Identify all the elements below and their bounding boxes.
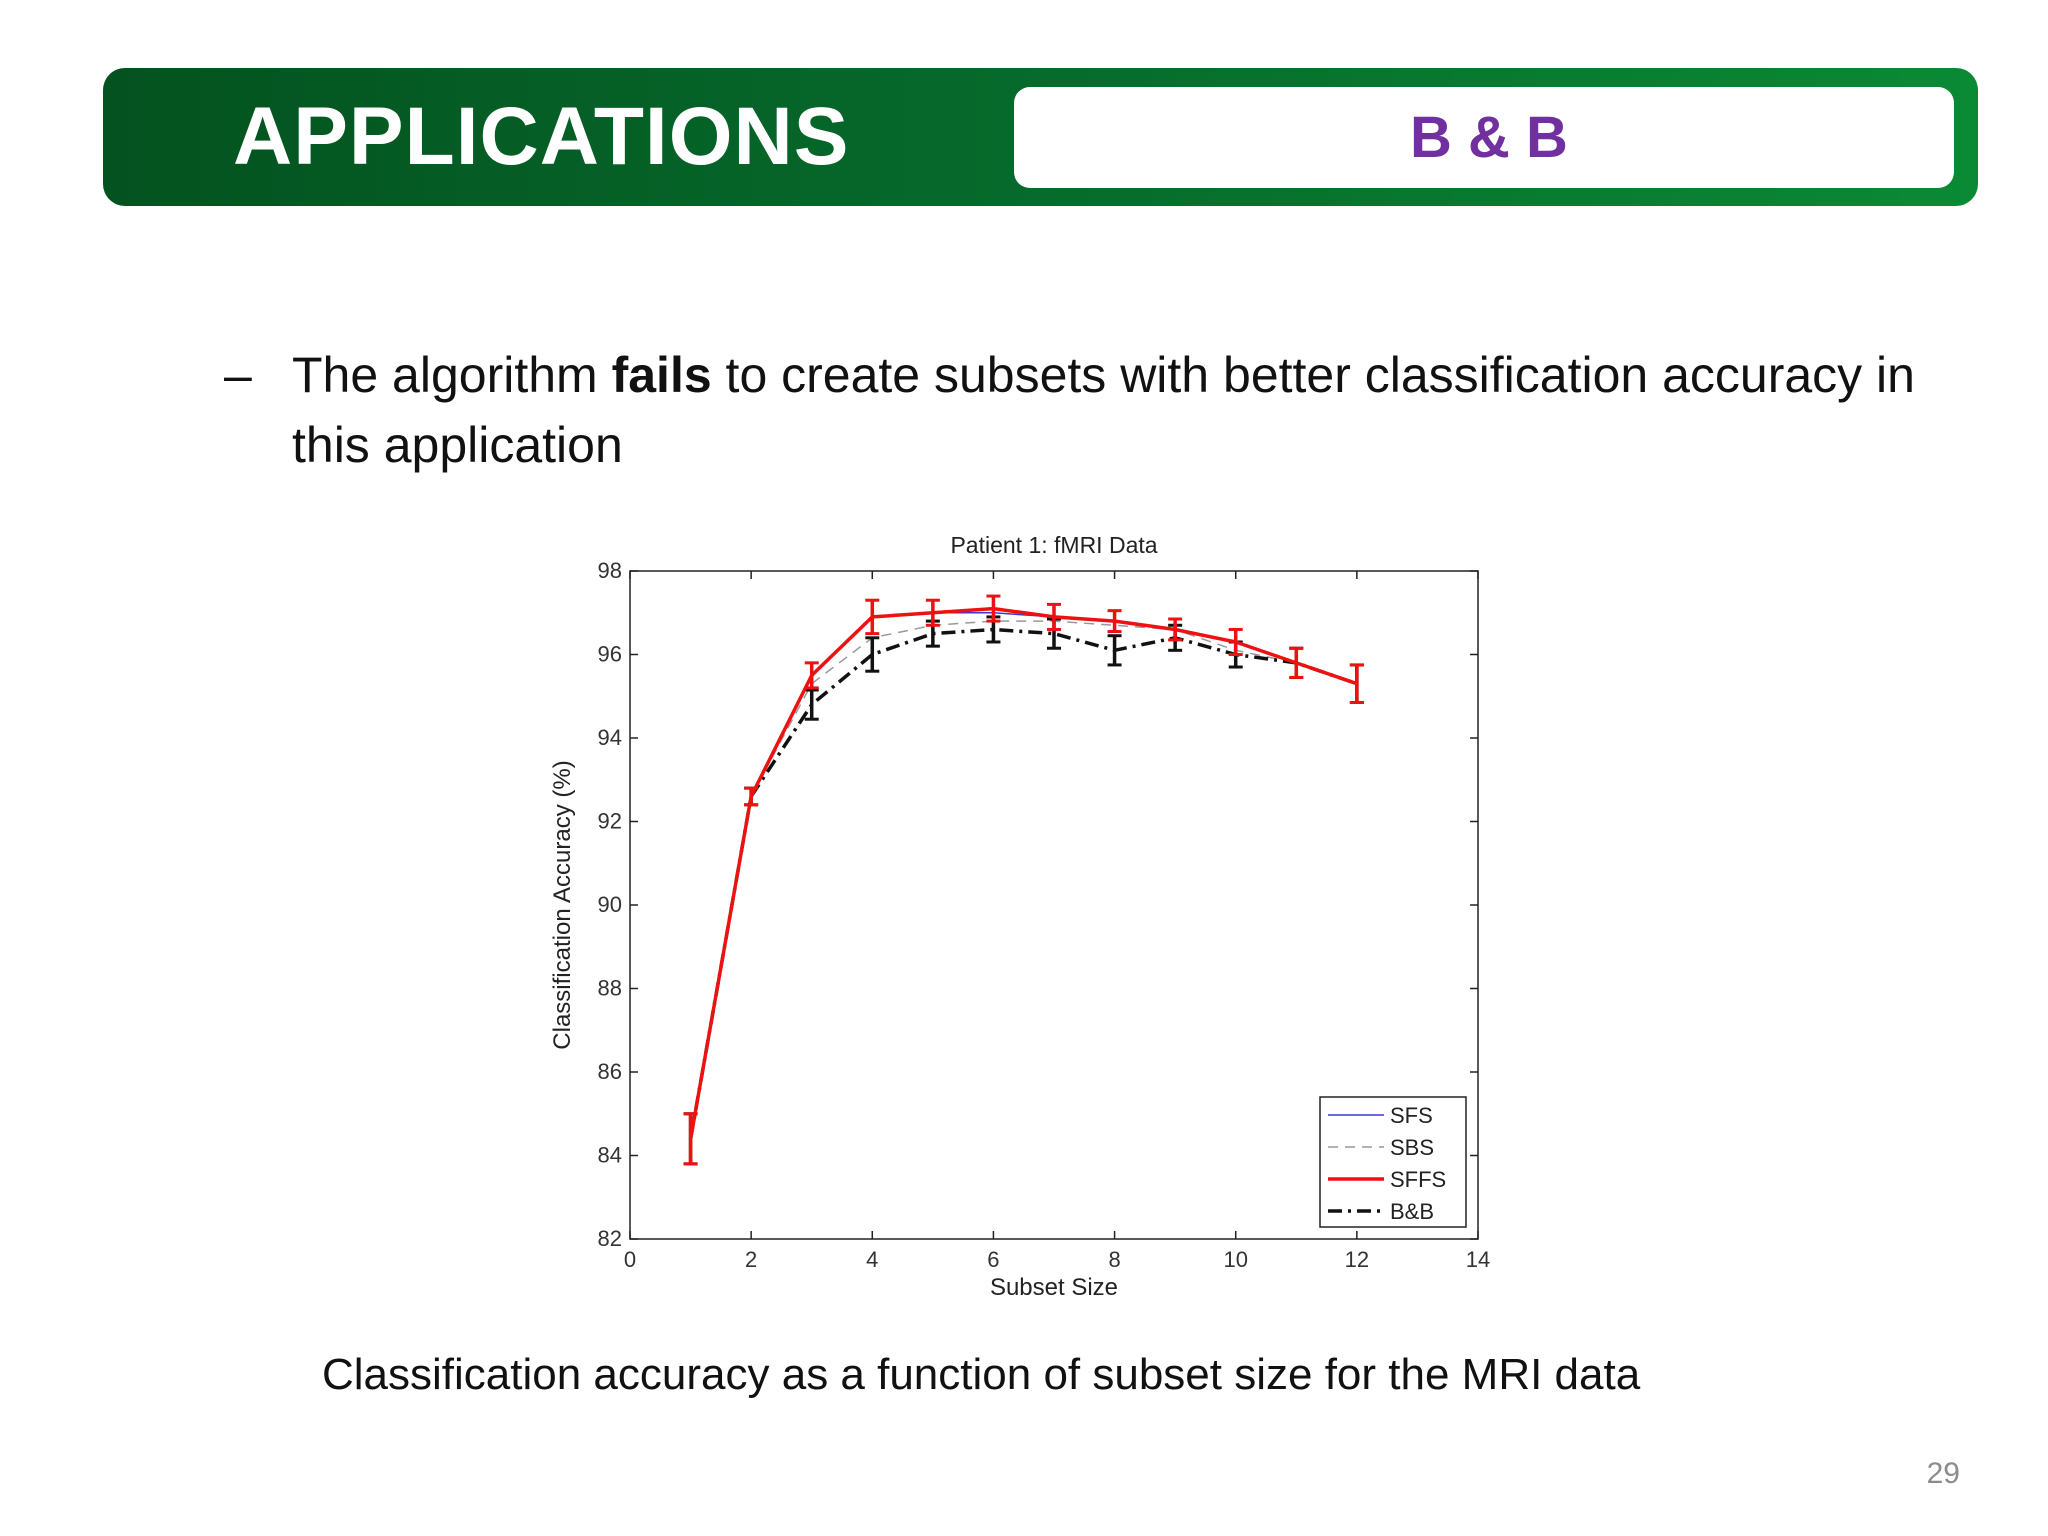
x-tick-label: 4 xyxy=(866,1247,878,1272)
legend-box xyxy=(1319,1096,1467,1228)
x-tick-label: 12 xyxy=(1345,1247,1369,1272)
title-banner: APPLICATIONS B & B xyxy=(103,68,1978,206)
figure-caption: Classification accuracy as a function of… xyxy=(322,1350,1641,1399)
slide-title: APPLICATIONS xyxy=(233,91,850,182)
y-axis-label: Classification Accuracy (%) xyxy=(549,760,576,1049)
y-tick-label: 92 xyxy=(598,809,622,834)
x-tick-label: 10 xyxy=(1223,1247,1247,1272)
x-tick-label: 2 xyxy=(745,1247,757,1272)
y-tick-label: 94 xyxy=(598,725,622,750)
accuracy-chart: Patient 1: fMRI Data 0 2 4 6 8 10 12 14 82 84 86 88 9… xyxy=(549,532,1490,1301)
y-tick-label: 82 xyxy=(598,1226,622,1251)
legend-label-bb: B&B xyxy=(1390,1199,1434,1224)
legend-label-sffs: SFFS xyxy=(1390,1167,1446,1192)
page-number: 29 xyxy=(1926,1457,1960,1490)
bullet-text-after: to create subsets with better classifica… xyxy=(292,347,1915,473)
series-line-bb xyxy=(688,627,1358,1140)
y-tick-label: 98 xyxy=(598,558,622,583)
series-line-sffs xyxy=(688,606,1358,1140)
bullet-text-bold: fails xyxy=(611,347,712,403)
slide-subtitle: B & B xyxy=(1410,105,1568,170)
series-line-sfs xyxy=(689,612,1358,1139)
y-tick-label: 90 xyxy=(598,892,622,917)
legend-label-sfs: SFS xyxy=(1390,1103,1433,1128)
x-tick-label: 6 xyxy=(987,1247,999,1272)
x-tick-label: 14 xyxy=(1466,1247,1490,1272)
series-line-sbs xyxy=(689,620,1358,1139)
chart-title: Patient 1: fMRI Data xyxy=(950,532,1157,558)
bullet-text: The algorithm fails to create subsets wi… xyxy=(292,340,1972,480)
bullet-text-before: The algorithm xyxy=(292,347,612,403)
x-tick-label: 8 xyxy=(1108,1247,1120,1272)
subtitle-box: B & B xyxy=(1014,87,1954,188)
x-axis-label: Subset Size xyxy=(990,1274,1118,1301)
y-tick-label: 86 xyxy=(598,1059,622,1084)
legend-label-sbs: SBS xyxy=(1390,1135,1434,1160)
bullet-dash: – xyxy=(224,347,252,403)
y-tick-label: 84 xyxy=(598,1143,622,1168)
y-tick-label: 88 xyxy=(598,976,622,1001)
y-tick-label: 96 xyxy=(598,642,622,667)
x-tick-label: 0 xyxy=(624,1247,636,1272)
